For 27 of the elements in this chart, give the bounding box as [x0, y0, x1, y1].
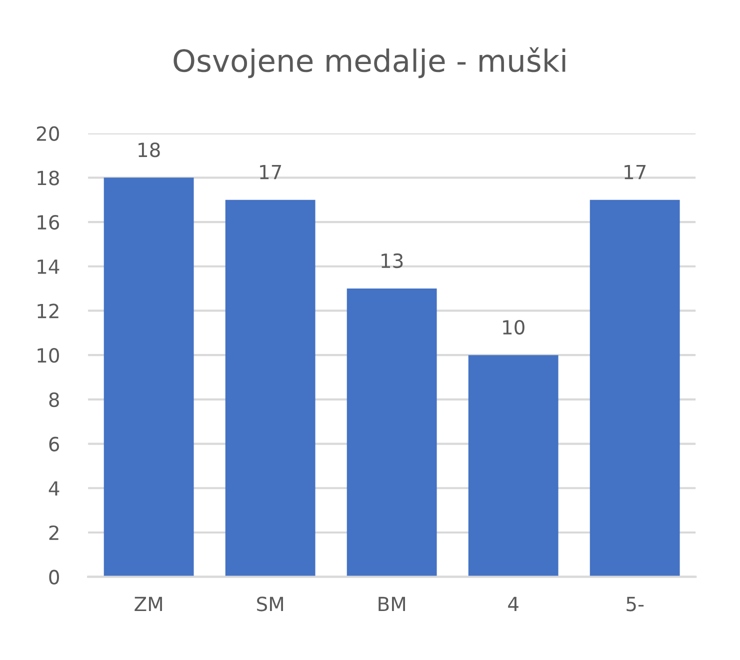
- y-tick-label: 6: [49, 436, 60, 452]
- bar: [225, 200, 316, 577]
- x-tick-label: SM: [257, 596, 283, 612]
- y-tick-label: 2: [49, 525, 58, 540]
- bar: [346, 288, 437, 577]
- y-tick-label: 10: [38, 348, 59, 363]
- x-tick-label: 4: [508, 596, 518, 612]
- y-tick-label: 14: [38, 260, 60, 274]
- y-tick-label: 16: [38, 214, 60, 230]
- y-tick-label: 4: [48, 481, 60, 496]
- data-label: 17: [624, 164, 646, 180]
- bar: [590, 200, 680, 577]
- data-label: 10: [503, 320, 524, 335]
- y-tick-label: 12: [38, 304, 58, 318]
- x-tick-label: BM: [378, 596, 405, 612]
- data-label: 18: [138, 142, 160, 158]
- bar: [104, 178, 194, 577]
- data-label: 17: [260, 164, 282, 180]
- y-tick-label: 8: [49, 392, 59, 408]
- chart-title: Osvojene medalje - muški: [174, 47, 566, 78]
- x-tick-label: 5-: [626, 596, 644, 612]
- y-tick-label: 18: [38, 170, 59, 186]
- x-tick-label: ZM: [134, 596, 162, 612]
- bar: [468, 355, 558, 577]
- data-label: 13: [382, 253, 403, 268]
- y-tick-label: 20: [36, 126, 59, 141]
- y-tick-label: 0: [49, 570, 59, 585]
